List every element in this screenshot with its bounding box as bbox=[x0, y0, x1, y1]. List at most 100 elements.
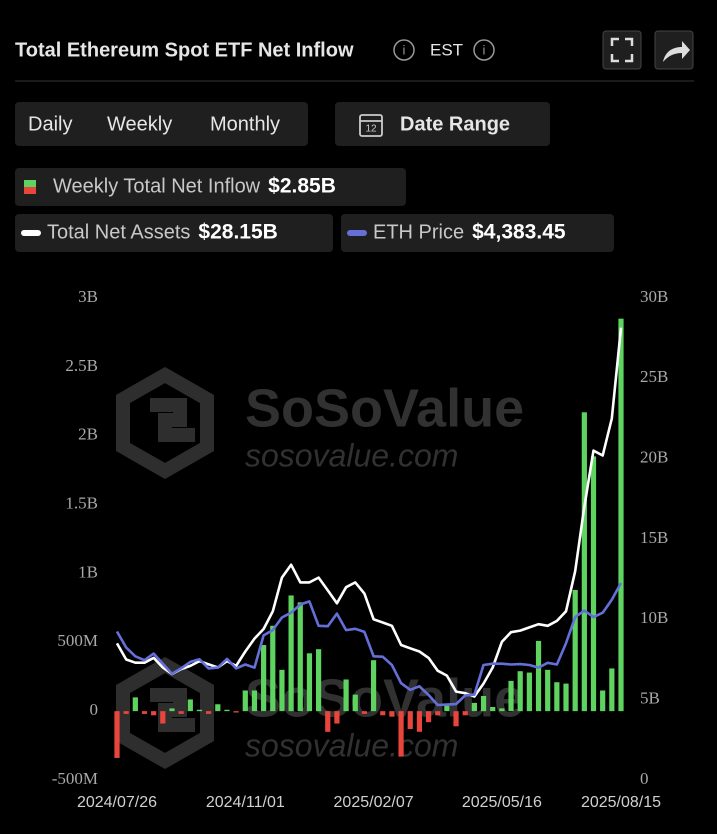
bar bbox=[224, 709, 230, 712]
bar bbox=[398, 711, 404, 757]
bar bbox=[288, 595, 294, 712]
fullscreen-button[interactable] bbox=[602, 30, 642, 70]
legend-box[interactable] bbox=[15, 214, 333, 252]
watermark-logo bbox=[116, 366, 214, 480]
bar bbox=[609, 668, 615, 712]
bar bbox=[196, 709, 203, 712]
bar bbox=[279, 669, 285, 712]
legend-swatch bbox=[347, 230, 367, 236]
bar bbox=[132, 697, 138, 712]
bar bbox=[407, 711, 413, 730]
bar bbox=[590, 456, 597, 712]
bar bbox=[251, 690, 258, 712]
bar bbox=[352, 694, 358, 712]
legend-swatch bbox=[21, 230, 41, 236]
title: Total Ethereum Spot ETF Net Inflow bbox=[15, 39, 354, 61]
period-option[interactable]: Monthly bbox=[210, 113, 280, 135]
bar bbox=[270, 625, 276, 712]
bar bbox=[187, 699, 193, 712]
legend-box[interactable] bbox=[15, 168, 406, 206]
legend-label: ETH Price bbox=[373, 221, 464, 243]
bar bbox=[453, 711, 459, 727]
y-tick-label: 2.5B bbox=[65, 356, 98, 375]
bar bbox=[206, 711, 212, 714]
bar bbox=[490, 707, 496, 712]
y-tick-label: 2B bbox=[78, 425, 98, 444]
info-icon[interactable]: i bbox=[393, 39, 415, 61]
bar bbox=[297, 602, 303, 712]
x-tick-label: 2025/02/07 bbox=[334, 794, 414, 811]
bar bbox=[435, 711, 441, 716]
legend-label: Total Net Assets bbox=[47, 221, 190, 243]
legend: Weekly Total Net Inflow $2.85B Total Net A… bbox=[15, 168, 614, 252]
date-range-button[interactable]: 12 Date Range bbox=[335, 102, 550, 146]
bar bbox=[600, 690, 606, 712]
bar bbox=[480, 695, 487, 712]
bar bbox=[499, 708, 505, 712]
bar bbox=[306, 653, 313, 712]
bar bbox=[425, 711, 432, 723]
bar bbox=[370, 660, 377, 712]
x-tick-label: 2024/11/01 bbox=[206, 794, 285, 811]
bar bbox=[334, 711, 340, 724]
bar bbox=[508, 680, 514, 712]
bar bbox=[114, 711, 120, 758]
bar bbox=[169, 708, 175, 712]
bar bbox=[233, 711, 239, 713]
bar bbox=[545, 669, 551, 712]
bar bbox=[517, 671, 523, 712]
share-button[interactable] bbox=[654, 30, 694, 70]
legend-value: $28.15B bbox=[198, 221, 277, 244]
bar bbox=[389, 711, 395, 717]
period-option[interactable]: Daily bbox=[28, 113, 72, 135]
y2-tick-label: 5B bbox=[640, 689, 660, 708]
bar bbox=[462, 711, 468, 716]
svg-text:i: i bbox=[483, 42, 486, 57]
legend-box[interactable] bbox=[341, 214, 614, 252]
bar bbox=[444, 705, 450, 712]
y-tick-label: 0 bbox=[90, 700, 99, 719]
bar bbox=[572, 589, 578, 712]
y-tick-label: 3B bbox=[78, 287, 98, 306]
y2-tick-label: 20B bbox=[640, 448, 668, 467]
svg-text:12: 12 bbox=[365, 124, 377, 135]
timezone[interactable]: EST bbox=[430, 40, 463, 59]
bar bbox=[563, 683, 569, 712]
bar bbox=[618, 318, 624, 712]
bar bbox=[160, 711, 166, 724]
y-tick-label: 500M bbox=[57, 631, 98, 650]
bar bbox=[123, 711, 129, 714]
line bbox=[115, 582, 623, 707]
watermark-url: sosovalue.com bbox=[245, 727, 458, 763]
y2-tick-label: 10B bbox=[640, 608, 668, 627]
bar bbox=[151, 711, 157, 716]
bar bbox=[215, 704, 221, 712]
y-tick-label: 1B bbox=[78, 562, 98, 581]
bar bbox=[141, 711, 148, 714]
bar bbox=[343, 679, 349, 712]
y2-tick-label: 25B bbox=[640, 367, 668, 386]
info-icon[interactable]: i bbox=[473, 39, 495, 61]
y2-tick-label: 15B bbox=[640, 528, 668, 547]
period-option[interactable]: Weekly bbox=[107, 113, 172, 135]
bar bbox=[261, 645, 267, 712]
bar bbox=[325, 711, 331, 732]
bar bbox=[526, 672, 532, 712]
legend-value: $2.85B bbox=[268, 175, 336, 198]
x-tick-label: 2025/05/16 bbox=[462, 794, 542, 811]
date-range[interactable]: Date Range bbox=[400, 113, 510, 135]
bar bbox=[316, 649, 322, 712]
legend-swatch bbox=[24, 187, 36, 194]
bar bbox=[416, 711, 422, 732]
y2-tick-label: 0 bbox=[640, 769, 649, 788]
legend-label: Weekly Total Net Inflow bbox=[53, 175, 261, 197]
bar bbox=[554, 682, 560, 712]
plot: -500M 0 500M 1B 1.5B 2B 2.5B 3B 0 5B 10B 15B 20B 25B 3… bbox=[52, 287, 669, 811]
y-tick-label: -500M bbox=[52, 769, 98, 788]
bar bbox=[535, 640, 542, 712]
svg-text:i: i bbox=[403, 42, 406, 57]
x-tick-label: 2024/07/26 bbox=[77, 794, 157, 811]
bar bbox=[380, 711, 386, 716]
